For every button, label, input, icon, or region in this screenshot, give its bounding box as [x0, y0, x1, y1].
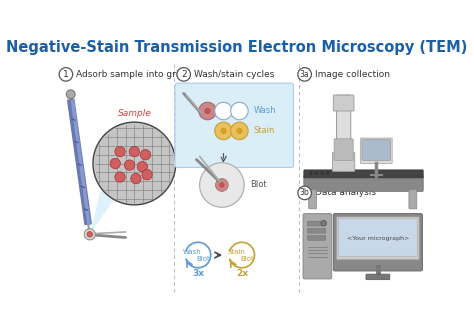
- Text: Data analysis: Data analysis: [315, 188, 376, 198]
- Text: Sample: Sample: [118, 109, 151, 118]
- Text: 3a: 3a: [300, 70, 310, 79]
- FancyBboxPatch shape: [333, 95, 354, 111]
- Circle shape: [115, 146, 125, 157]
- Text: Wash/stain cycles: Wash/stain cycles: [194, 70, 274, 79]
- Text: Negative-Stain Transmission Electron Microscopy (TEM): Negative-Stain Transmission Electron Mic…: [6, 40, 468, 55]
- Circle shape: [326, 171, 329, 175]
- Circle shape: [140, 150, 151, 160]
- Circle shape: [321, 220, 327, 226]
- Circle shape: [219, 182, 225, 188]
- Circle shape: [320, 171, 324, 175]
- Text: 3x: 3x: [192, 269, 204, 278]
- FancyBboxPatch shape: [409, 190, 417, 209]
- Circle shape: [298, 68, 311, 81]
- Circle shape: [231, 102, 248, 120]
- Circle shape: [215, 122, 232, 140]
- FancyBboxPatch shape: [366, 274, 390, 280]
- FancyBboxPatch shape: [337, 217, 419, 260]
- Circle shape: [199, 102, 216, 120]
- Circle shape: [137, 162, 147, 172]
- FancyBboxPatch shape: [308, 228, 326, 233]
- Circle shape: [131, 173, 141, 184]
- FancyBboxPatch shape: [309, 190, 317, 209]
- Text: Wash: Wash: [254, 107, 276, 116]
- Circle shape: [93, 122, 176, 205]
- Text: 2: 2: [181, 70, 186, 79]
- Circle shape: [204, 108, 211, 114]
- FancyBboxPatch shape: [308, 221, 326, 226]
- Circle shape: [110, 158, 120, 169]
- Circle shape: [236, 128, 243, 134]
- Text: Blot: Blot: [240, 256, 254, 262]
- Text: 3b: 3b: [300, 188, 310, 198]
- Circle shape: [216, 179, 228, 191]
- Circle shape: [315, 171, 318, 175]
- Text: Stain: Stain: [227, 249, 245, 255]
- Text: 2x: 2x: [236, 269, 248, 278]
- Text: Image collection: Image collection: [315, 70, 390, 79]
- Text: Blot: Blot: [197, 256, 210, 262]
- FancyBboxPatch shape: [332, 152, 355, 171]
- Circle shape: [124, 160, 135, 170]
- FancyBboxPatch shape: [303, 213, 332, 279]
- Text: Adsorb sample into grid: Adsorb sample into grid: [76, 70, 184, 79]
- FancyBboxPatch shape: [360, 138, 392, 164]
- FancyBboxPatch shape: [304, 175, 423, 191]
- Circle shape: [87, 232, 92, 237]
- Text: Blot: Blot: [250, 180, 266, 189]
- FancyBboxPatch shape: [304, 170, 423, 178]
- Circle shape: [231, 122, 248, 140]
- FancyBboxPatch shape: [308, 236, 326, 240]
- Circle shape: [215, 102, 232, 120]
- Text: Stain: Stain: [254, 126, 275, 135]
- Text: Wash: Wash: [183, 249, 202, 255]
- Circle shape: [220, 128, 227, 134]
- FancyBboxPatch shape: [337, 95, 351, 171]
- FancyBboxPatch shape: [362, 140, 391, 160]
- FancyBboxPatch shape: [175, 83, 293, 167]
- Circle shape: [66, 90, 75, 99]
- FancyBboxPatch shape: [338, 219, 417, 256]
- Text: <Your micrograph>: <Your micrograph>: [346, 236, 409, 241]
- Circle shape: [200, 163, 244, 207]
- Polygon shape: [90, 141, 155, 234]
- Circle shape: [129, 146, 139, 157]
- Circle shape: [298, 186, 311, 200]
- FancyBboxPatch shape: [334, 139, 353, 160]
- FancyBboxPatch shape: [333, 213, 422, 271]
- Circle shape: [115, 172, 125, 182]
- Circle shape: [142, 169, 152, 180]
- Circle shape: [59, 68, 73, 81]
- Text: 1: 1: [63, 70, 69, 79]
- Circle shape: [177, 68, 191, 81]
- Circle shape: [84, 229, 95, 240]
- Circle shape: [310, 171, 312, 175]
